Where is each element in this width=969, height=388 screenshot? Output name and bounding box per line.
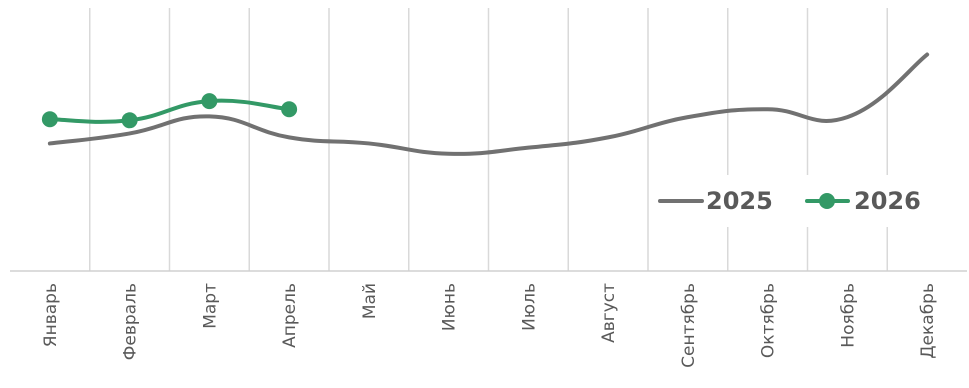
x-tick-label: Октябрь xyxy=(759,283,779,358)
legend-marker-2026 xyxy=(819,193,835,209)
data-point-2026 xyxy=(201,93,218,110)
legend-label-2026: 2026 xyxy=(854,187,921,215)
series-layer xyxy=(41,52,930,156)
data-point-2026 xyxy=(121,112,138,129)
x-tick-label: Июнь xyxy=(440,283,460,331)
series-line-2025 xyxy=(47,52,930,156)
x-tick-label: Январь xyxy=(41,283,61,347)
x-tick-label: Май xyxy=(360,283,380,319)
x-tick-label: Март xyxy=(200,283,220,329)
x-tick-label: Декабрь xyxy=(918,283,938,359)
data-point-2026 xyxy=(41,111,58,128)
x-tick-label: Февраль xyxy=(121,283,141,360)
data-point-2026 xyxy=(281,101,298,118)
series-line-2026 xyxy=(47,98,292,124)
x-tick-label: Август xyxy=(599,283,619,343)
x-tick-label: Апрель xyxy=(280,283,300,348)
x-tick-label: Ноябрь xyxy=(838,283,858,348)
x-axis-tick-labels: Январь Февраль Март Апрель Май Июнь Июль Август… xyxy=(41,283,938,368)
x-tick-label: Сентябрь xyxy=(679,283,699,368)
gridlines xyxy=(89,8,888,271)
x-tick-label: Июль xyxy=(519,283,539,331)
legend-label-2025: 2025 xyxy=(706,187,773,215)
legend: 2025 2026 xyxy=(650,175,950,227)
